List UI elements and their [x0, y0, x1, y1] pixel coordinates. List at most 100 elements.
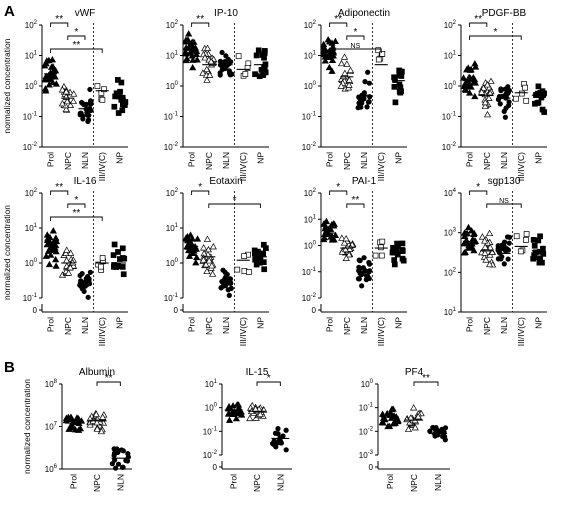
- data-point: [261, 266, 268, 273]
- significance-bracket: [50, 48, 103, 53]
- data-point: [260, 259, 267, 266]
- data-point: [464, 64, 472, 71]
- data-point: [390, 245, 396, 251]
- data-point: [495, 256, 501, 262]
- data-point: [342, 254, 350, 261]
- significance-label: **: [352, 195, 360, 206]
- x-tick-label: Prol: [46, 152, 56, 167]
- significance-label: *: [74, 27, 78, 38]
- data-point: [119, 264, 126, 270]
- data-point: [461, 232, 469, 240]
- chart-title: Eotaxin: [209, 176, 242, 187]
- chart-sgp130: sgp130 101 102 103 104 Prol NPC NLN III/IV(C) NP *…: [444, 176, 547, 346]
- y-tick-label: 101: [304, 214, 317, 224]
- data-point: [69, 97, 78, 104]
- x-tick-label: NPC: [204, 152, 214, 170]
- data-point: [112, 465, 119, 471]
- data-point: [464, 223, 473, 231]
- x-tick-label: III/IV(C): [516, 152, 526, 181]
- data-point: [111, 103, 118, 110]
- chart-adiponectin: Adiponectin 10-2 10-1 100 101 102 Prol NPC NLN II…: [302, 8, 407, 181]
- y-tick-label: 103: [444, 228, 457, 238]
- data-point: [468, 240, 476, 247]
- data-point: [481, 243, 489, 250]
- significance-bracket: [413, 381, 439, 386]
- data-point: [392, 77, 398, 83]
- data-point: [260, 72, 267, 78]
- significance-bracket: [469, 22, 488, 27]
- data-point: [52, 262, 60, 269]
- data-point: [341, 245, 350, 253]
- significance-label: **: [55, 14, 63, 25]
- data-point: [118, 96, 125, 103]
- chart-il-16: IL-16 normalized concentration 0 10-1 100 101…: [2, 176, 128, 346]
- data-point: [49, 78, 57, 86]
- data-point: [410, 404, 418, 411]
- data-point: [375, 56, 382, 63]
- x-tick-label: III/IV(C): [516, 317, 526, 346]
- data-point: [392, 99, 399, 106]
- data-point: [47, 73, 55, 80]
- x-tick-label: NP: [393, 317, 403, 329]
- y-axis-label: normalized concentration: [2, 205, 12, 300]
- x-tick-label: NPC: [63, 317, 73, 335]
- y-tick-label: 100: [361, 379, 374, 389]
- y-tick-label: 0: [174, 306, 179, 315]
- data-point: [183, 236, 192, 244]
- data-point: [378, 418, 386, 426]
- chart-eotaxin: Eotaxin 0 10-1 100 101 102 Prol NPC NLN III/IV(C)…: [164, 176, 269, 346]
- data-point: [337, 82, 345, 89]
- data-point: [482, 256, 490, 263]
- data-point: [93, 425, 101, 432]
- x-tick-label: NLN: [221, 152, 231, 169]
- y-axis-label: normalized concentration: [2, 38, 12, 133]
- data-point: [277, 438, 283, 444]
- data-point: [485, 229, 494, 237]
- data-point: [404, 425, 413, 432]
- chart-pf4: PF4 0 10-3 10-2 10-1 100 Prol NPC NLN **: [359, 367, 450, 492]
- y-tick-label: 102: [444, 20, 457, 30]
- data-point: [467, 83, 475, 90]
- data-point: [388, 405, 396, 413]
- x-tick-label: NLN: [433, 474, 443, 491]
- significance-label: *: [493, 27, 497, 38]
- data-point: [77, 110, 83, 116]
- data-point: [427, 428, 433, 434]
- chart-title: Adiponectin: [338, 8, 390, 19]
- data-point: [185, 252, 194, 259]
- data-point: [121, 255, 128, 262]
- y-tick-label: 10-1: [23, 293, 38, 303]
- data-point: [92, 410, 100, 417]
- data-point: [399, 247, 406, 253]
- chart-ip-10: IP-10 10-2 10-1 100 101 102 Prol NPC NLN III/IV(C…: [164, 8, 269, 181]
- data-point: [471, 79, 479, 86]
- data-point: [357, 258, 363, 264]
- chart-title: vWF: [75, 8, 96, 19]
- data-point: [321, 53, 329, 60]
- data-point: [263, 245, 269, 251]
- y-tick-label: 104: [444, 188, 457, 198]
- y-tick-label: 101: [444, 307, 457, 317]
- x-tick-label: NP: [114, 152, 124, 164]
- data-point: [505, 247, 511, 253]
- data-point: [253, 261, 260, 268]
- data-point: [77, 272, 83, 279]
- data-point: [52, 255, 60, 263]
- y-tick-label: 10-1: [203, 426, 218, 436]
- data-point: [345, 251, 353, 258]
- data-point: [394, 416, 402, 423]
- data-point: [481, 237, 489, 244]
- significance-label: **: [196, 14, 204, 25]
- y-tick-label: 102: [166, 188, 179, 198]
- significance-bracket: [208, 203, 261, 208]
- data-point: [345, 81, 353, 88]
- data-point: [330, 220, 338, 227]
- data-point: [346, 245, 354, 252]
- data-point: [241, 253, 247, 260]
- data-point: [85, 118, 91, 125]
- data-point: [182, 38, 190, 45]
- data-point: [478, 88, 486, 95]
- significance-label: *: [353, 27, 357, 38]
- data-point: [539, 106, 546, 113]
